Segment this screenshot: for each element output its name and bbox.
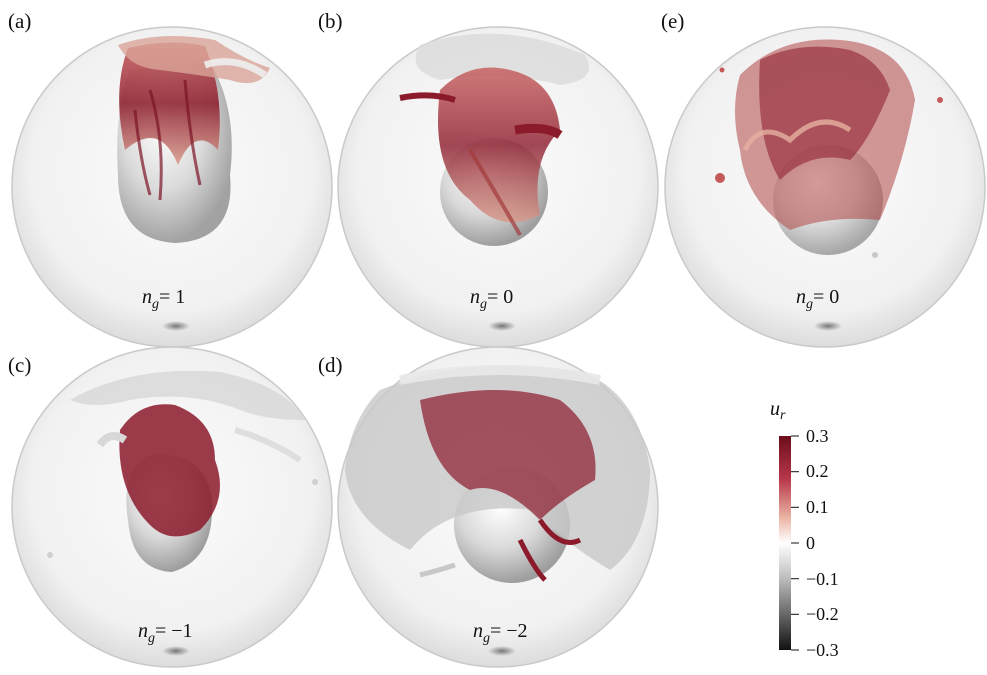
panel-label-c: (c) [8,353,32,377]
colorbar-gradient [779,436,791,650]
colorbar-tick-label: 0 [806,533,815,553]
panel-d-sphere [337,346,659,668]
ng-label-b: ng= 0 [470,286,514,312]
panel-label-e: (e) [661,9,685,33]
panel-c-sphere [11,346,333,668]
panel-label-a: (a) [8,9,32,33]
panel-b-sphere [337,26,659,348]
colorbar-title: ur [770,398,786,423]
panel-label-d: (d) [318,353,343,377]
colorbar [779,435,799,651]
colorbar-tick-label: −0.1 [806,569,839,589]
colorbar-tick-label: 0.1 [806,497,829,517]
panel-e-sphere [664,26,986,348]
ng-label-c: ng= −1 [138,620,193,646]
panel-label-b: (b) [318,9,343,33]
colorbar-tick-label: 0.3 [806,426,829,446]
ng-label-d: ng= −2 [473,620,528,646]
colorbar-ticks [791,435,799,651]
colorbar-tick-label: −0.2 [806,604,839,624]
colorbar-tick-label: −0.3 [806,640,839,660]
colorbar-tick-label: 0.2 [806,461,829,481]
panel-a-sphere [11,26,333,348]
ng-label-e: ng= 0 [796,286,840,312]
ng-label-a: ng= 1 [142,286,186,312]
